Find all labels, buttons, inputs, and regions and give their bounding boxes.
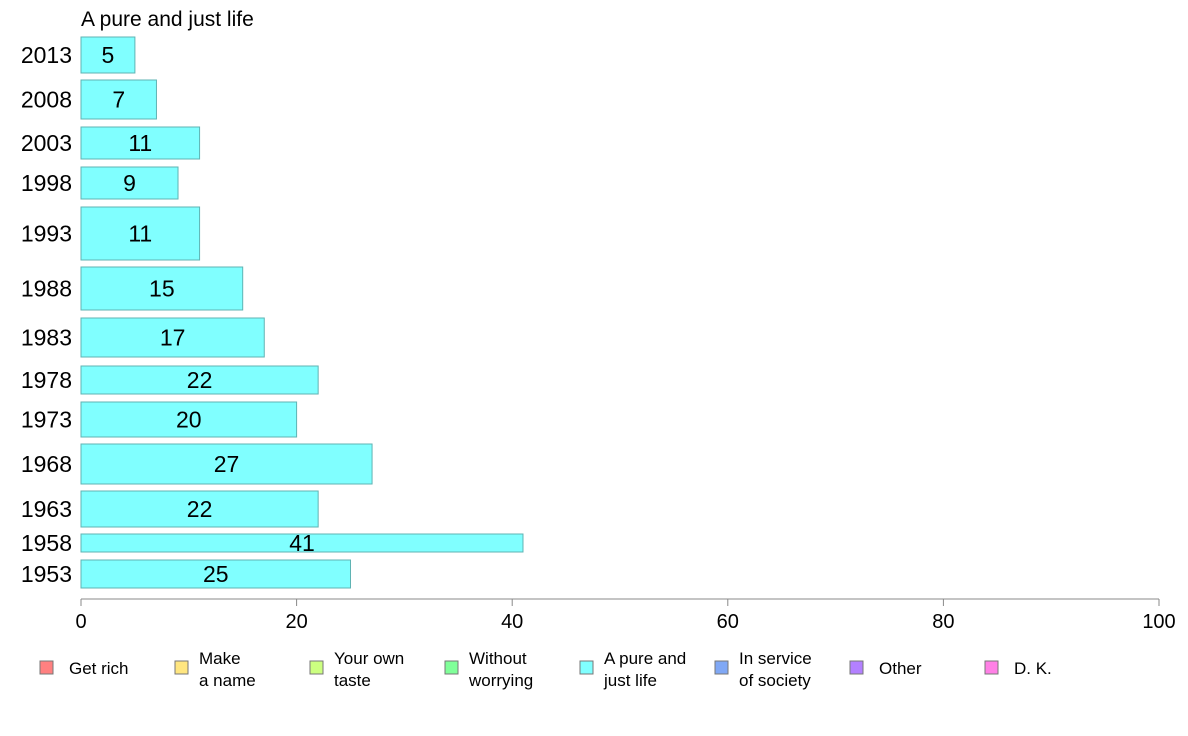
data-label-1988: 15 [149, 276, 175, 302]
data-label-1983: 17 [160, 325, 186, 351]
data-label-1998: 9 [123, 170, 136, 196]
bar-2003 [80, 126, 201, 160]
bar-1958 [80, 533, 524, 553]
data-label-1958: 41 [289, 530, 315, 556]
legend-label-1-line-1: a name [199, 671, 256, 690]
category-label-1998: 1998 [21, 170, 72, 196]
category-label-2013: 2013 [21, 42, 72, 68]
x-tick-label-60: 60 [717, 611, 739, 633]
bar-1988 [80, 266, 244, 311]
legend-label-4-line-0: A pure and [604, 649, 686, 668]
legend-swatch-0 [39, 660, 54, 675]
legend-label-2-line-0: Your own [334, 649, 404, 668]
legend-label-3-line-1: worrying [468, 671, 533, 690]
bar-1978 [80, 365, 319, 395]
legend-label-5-line-1: of society [739, 671, 811, 690]
legend-label-2-line-1: taste [334, 671, 371, 690]
legend-label-0: Get rich [69, 659, 129, 678]
chart-title: A pure and just life [81, 8, 254, 31]
data-label-1978: 22 [187, 367, 213, 393]
legend-swatch-2 [309, 660, 324, 675]
category-label-1978: 1978 [21, 367, 72, 393]
bar-1993 [80, 206, 201, 261]
category-label-1968: 1968 [21, 451, 72, 477]
category-label-1983: 1983 [21, 325, 72, 351]
legend-swatch-4 [579, 660, 594, 675]
legend-label-5-line-0: In service [739, 649, 812, 668]
legend-swatch-6 [849, 660, 864, 675]
legend-label-3-line-0: Without [469, 649, 527, 668]
category-label-1953: 1953 [21, 561, 72, 587]
legend-swatch-7 [984, 660, 999, 675]
legend-swatch-3 [444, 660, 459, 675]
x-tick-label-20: 20 [285, 611, 307, 633]
x-tick-label-100: 100 [1142, 611, 1175, 633]
legend-label-7: D. K. [1014, 659, 1052, 678]
x-tick-label-40: 40 [501, 611, 523, 633]
bar-1963 [80, 490, 319, 528]
bar-1973 [80, 401, 298, 438]
data-label-1963: 22 [187, 496, 213, 522]
category-label-1973: 1973 [21, 407, 72, 433]
data-label-2013: 5 [102, 42, 115, 68]
category-label-2008: 2008 [21, 87, 72, 113]
x-axis: 0 20 40 60 80 100 [75, 598, 1176, 633]
bar-1998 [80, 166, 179, 200]
legend: Get rich Make a name Your own taste Without wo… [39, 649, 1052, 690]
data-label-1968: 27 [214, 451, 240, 477]
category-label-1958: 1958 [21, 530, 72, 556]
bars: 2013 5 2008 7 2003 11 1998 9 1993 11 1988 15 1983 17 1… [21, 36, 524, 589]
bar-2013 [80, 36, 136, 74]
data-label-1993: 11 [128, 221, 152, 247]
legend-label-4-line-1: just life [603, 671, 657, 690]
data-label-1973: 20 [176, 407, 202, 433]
bar-1953 [80, 559, 351, 589]
legend-swatch-1 [174, 660, 189, 675]
x-tick-label-0: 0 [75, 611, 86, 633]
legend-label-1-line-0: Make [199, 649, 241, 668]
x-tick-label-80: 80 [932, 611, 954, 633]
data-label-2003: 11 [128, 130, 152, 156]
legend-swatch-5 [714, 660, 729, 675]
category-label-1988: 1988 [21, 276, 72, 302]
category-label-1963: 1963 [21, 496, 72, 522]
bar-2008 [80, 79, 157, 120]
bar-1968 [80, 443, 373, 485]
bar-1983 [80, 317, 265, 358]
data-label-2008: 7 [112, 87, 125, 113]
legend-label-6: Other [879, 659, 922, 678]
category-label-2003: 2003 [21, 130, 72, 156]
category-label-1993: 1993 [21, 221, 72, 247]
data-label-1953: 25 [203, 561, 229, 587]
